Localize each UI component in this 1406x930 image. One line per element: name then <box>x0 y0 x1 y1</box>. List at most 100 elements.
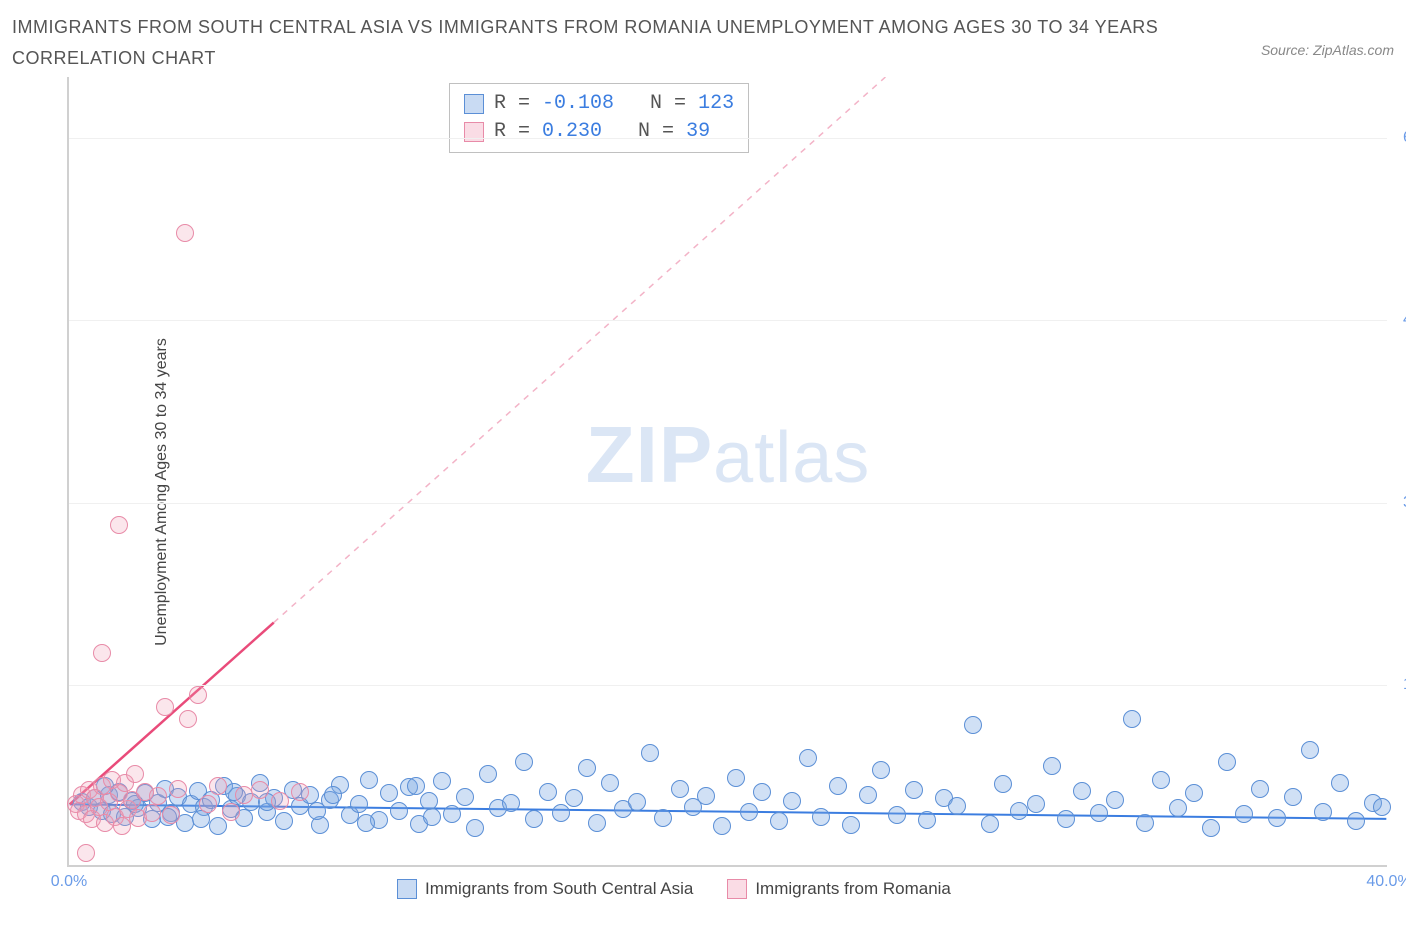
header-row: IMMIGRANTS FROM SOUTH CENTRAL ASIA VS IM… <box>12 12 1394 73</box>
series-legend: Immigrants from South Central Asia Immigr… <box>397 879 951 899</box>
gridline-h <box>69 503 1387 504</box>
data-point <box>1073 782 1091 800</box>
data-point <box>1284 788 1302 806</box>
watermark: ZIPatlas <box>586 409 871 501</box>
data-point <box>740 803 758 821</box>
data-point <box>1169 799 1187 817</box>
data-point <box>588 814 606 832</box>
stats-legend: R = -0.108 N = 123R = 0.230 N = 39 <box>449 83 749 153</box>
data-point <box>515 753 533 771</box>
data-point <box>981 815 999 833</box>
gridline-h <box>69 320 1387 321</box>
data-point <box>1136 814 1154 832</box>
stats-text: R = -0.108 N = 123 <box>494 90 734 118</box>
data-point <box>443 805 461 823</box>
data-point <box>380 784 398 802</box>
data-point <box>525 810 543 828</box>
plot-area: ZIPatlas R = -0.108 N = 123R = 0.230 N =… <box>67 77 1387 867</box>
data-point <box>641 744 659 762</box>
data-point <box>176 224 194 242</box>
data-point <box>1331 774 1349 792</box>
data-point <box>697 787 715 805</box>
data-point <box>829 777 847 795</box>
data-point <box>842 816 860 834</box>
data-point <box>1123 710 1141 728</box>
data-point <box>1090 804 1108 822</box>
data-point <box>423 808 441 826</box>
data-point <box>713 817 731 835</box>
data-point <box>1301 741 1319 759</box>
data-point <box>169 780 187 798</box>
data-point <box>179 710 197 728</box>
y-tick-label: 60.0% <box>1391 129 1406 147</box>
legend-label: Immigrants from Romania <box>755 879 951 899</box>
y-tick-label: 15.0% <box>1391 676 1406 694</box>
chart-title: IMMIGRANTS FROM SOUTH CENTRAL ASIA VS IM… <box>12 12 1158 73</box>
data-point <box>466 819 484 837</box>
legend-swatch <box>727 879 747 899</box>
data-point <box>1202 819 1220 837</box>
data-point <box>251 781 269 799</box>
data-point <box>209 777 227 795</box>
data-point <box>222 803 240 821</box>
data-point <box>1057 810 1075 828</box>
gridline-h <box>69 138 1387 139</box>
data-point <box>1106 791 1124 809</box>
legend-swatch <box>397 879 417 899</box>
stats-legend-row: R = 0.230 N = 39 <box>464 118 734 146</box>
data-point <box>1373 798 1391 816</box>
data-point <box>872 761 890 779</box>
watermark-bold: ZIP <box>586 410 713 499</box>
data-point <box>628 793 646 811</box>
data-point <box>433 772 451 790</box>
legend-label: Immigrants from South Central Asia <box>425 879 693 899</box>
data-point <box>1235 805 1253 823</box>
y-tick-label: 30.0% <box>1391 494 1406 512</box>
data-point <box>539 783 557 801</box>
data-point <box>783 792 801 810</box>
data-point <box>1027 795 1045 813</box>
legend-swatch <box>464 122 484 142</box>
data-point <box>565 789 583 807</box>
data-point <box>727 769 745 787</box>
data-point <box>199 795 217 813</box>
data-point <box>1268 809 1286 827</box>
y-tick-label: 45.0% <box>1391 311 1406 329</box>
data-point <box>905 781 923 799</box>
gridline-h <box>69 685 1387 686</box>
data-point <box>357 814 375 832</box>
stats-legend-row: R = -0.108 N = 123 <box>464 90 734 118</box>
source-label: Source: ZipAtlas.com <box>1261 12 1394 58</box>
data-point <box>275 812 293 830</box>
data-point <box>162 806 180 824</box>
data-point <box>770 812 788 830</box>
data-point <box>1152 771 1170 789</box>
data-point <box>948 797 966 815</box>
data-point <box>552 804 570 822</box>
data-point <box>1347 812 1365 830</box>
data-point <box>1185 784 1203 802</box>
data-point <box>918 811 936 829</box>
title-line-1: IMMIGRANTS FROM SOUTH CENTRAL ASIA VS IM… <box>12 17 1158 37</box>
data-point <box>654 809 672 827</box>
data-point <box>1218 753 1236 771</box>
data-point <box>888 806 906 824</box>
data-point <box>156 698 174 716</box>
data-point <box>812 808 830 826</box>
data-point <box>149 787 167 805</box>
data-point <box>235 786 253 804</box>
data-point <box>753 783 771 801</box>
chart-container: Unemployment Among Ages 30 to 34 years Z… <box>12 77 1394 907</box>
data-point <box>1314 803 1332 821</box>
data-point <box>143 804 161 822</box>
data-point <box>479 765 497 783</box>
data-point <box>308 802 326 820</box>
data-point <box>456 788 474 806</box>
data-point <box>994 775 1012 793</box>
data-point <box>799 749 817 767</box>
data-point <box>126 765 144 783</box>
data-point <box>407 777 425 795</box>
data-point <box>964 716 982 734</box>
data-point <box>209 817 227 835</box>
data-point <box>189 686 207 704</box>
